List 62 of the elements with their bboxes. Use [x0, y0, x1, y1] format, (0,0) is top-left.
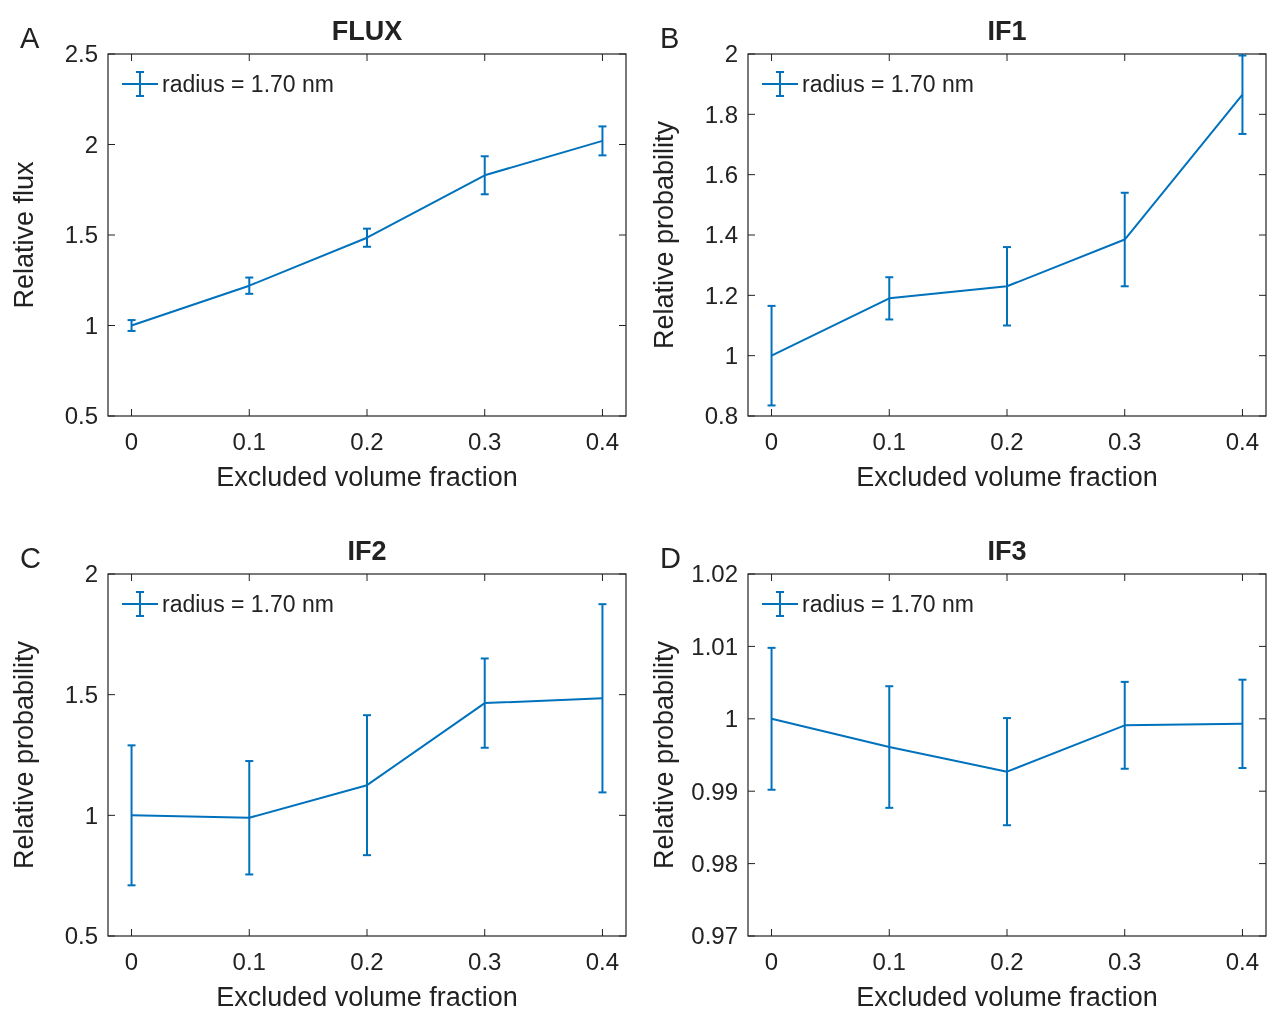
x-tick-label: 0.3: [1108, 428, 1142, 455]
x-tick-label: 0.3: [468, 428, 502, 455]
y-tick-label: 2: [724, 40, 738, 68]
text: C: [20, 542, 41, 574]
x-tick-label: 0.2: [350, 948, 384, 975]
y-tick-label: 1: [724, 342, 738, 370]
x-tick-label: 0.4: [585, 428, 620, 455]
y-tick-label: 2.5: [64, 40, 98, 68]
chart-title: FLUX: [331, 16, 403, 46]
y-tick-label: 2: [84, 130, 98, 158]
y-tick-label: 0.5: [64, 402, 98, 430]
x-axis-title: Excluded volume fraction: [856, 462, 1158, 492]
y-axis-title: Relative probability: [649, 640, 679, 870]
x-tick-label: 0.4: [1225, 948, 1260, 975]
y-tick-label: 1.8: [704, 100, 738, 128]
x-tick-label: 0: [124, 428, 139, 455]
x-tick-label: 0.1: [872, 428, 906, 455]
y-tick-label: 1: [84, 311, 98, 339]
y-tick-label: 0.8: [704, 402, 738, 430]
y-axis-title: Relative probability: [649, 120, 679, 350]
legend-label: radius = 1.70 nm: [802, 591, 974, 618]
y-axis-title: Relative flux: [9, 160, 39, 309]
y-tick-label: 0.99: [691, 777, 738, 805]
y-tick-label: 1.5: [64, 221, 98, 249]
x-tick-label: 0.4: [1225, 428, 1260, 455]
x-tick-label: 0.1: [232, 948, 266, 975]
x-tick-label: 0.3: [468, 948, 502, 975]
text: D: [660, 542, 681, 574]
legend-label: radius = 1.70 nm: [162, 71, 334, 98]
y-axis-title: Relative probability: [9, 640, 39, 870]
chart-title: IF2: [347, 536, 387, 566]
legend-label: radius = 1.70 nm: [162, 591, 334, 618]
y-tick-label: 1: [724, 705, 738, 733]
y-tick-label: 1: [84, 801, 98, 829]
x-tick-label: 0.2: [990, 428, 1024, 455]
y-tick-label: 1.5: [64, 681, 98, 709]
x-tick-label: 0.1: [232, 428, 266, 455]
y-tick-label: 0.97: [691, 922, 738, 950]
y-tick-label: 1.2: [704, 281, 738, 309]
chart-title: IF3: [987, 536, 1027, 566]
x-tick-label: 0: [764, 948, 779, 975]
x-tick-label: 0.1: [872, 948, 906, 975]
y-tick-label: 1.6: [704, 161, 738, 189]
x-tick-label: 0.4: [585, 948, 620, 975]
x-tick-label: 0.3: [1108, 948, 1142, 975]
text: A: [20, 22, 40, 54]
y-tick-label: 0.5: [64, 922, 98, 950]
x-tick-label: 0: [764, 428, 779, 455]
y-tick-label: 1.01: [691, 632, 738, 660]
x-axis-title: Excluded volume fraction: [216, 982, 518, 1012]
y-tick-label: 1.4: [704, 221, 738, 249]
y-tick-label: 1.02: [691, 560, 738, 588]
x-tick-label: 0.2: [350, 428, 384, 455]
legend-label: radius = 1.70 nm: [802, 71, 974, 98]
x-axis-title: Excluded volume fraction: [856, 982, 1158, 1012]
y-tick-label: 2: [84, 560, 98, 588]
x-axis-title: Excluded volume fraction: [216, 462, 518, 492]
x-tick-label: 0: [124, 948, 139, 975]
x-tick-label: 0.2: [990, 948, 1024, 975]
text: B: [660, 22, 680, 54]
chart-title: IF1: [987, 16, 1027, 46]
y-tick-label: 0.98: [691, 850, 738, 877]
